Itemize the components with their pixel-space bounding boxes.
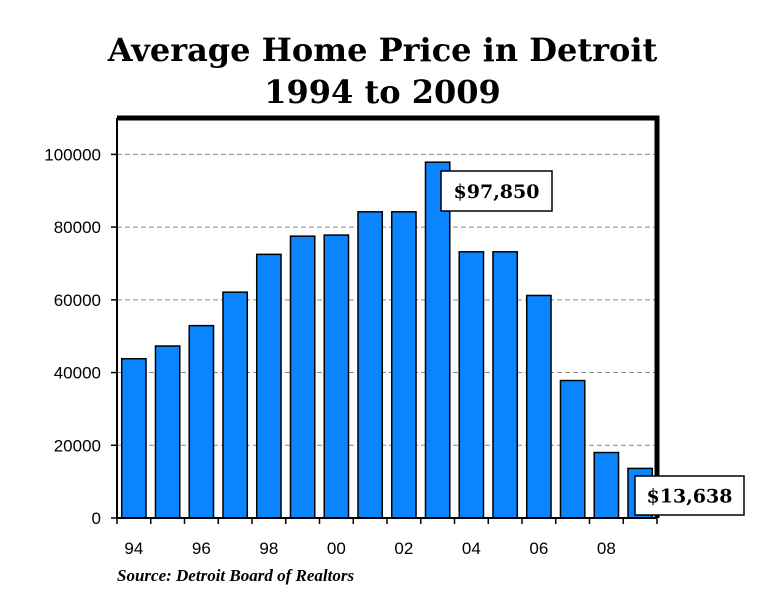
chart-title-line-1: Average Home Price in Detroit (107, 31, 658, 69)
bar (323, 234, 350, 519)
x-tick-label: 06 (529, 539, 548, 558)
bar (525, 294, 552, 519)
bar (492, 251, 519, 519)
source-note: Source: Detroit Board of Realtors (117, 566, 355, 585)
chart-title-line-2: 1994 to 2009 (264, 73, 501, 111)
bar (289, 235, 316, 519)
x-tick-label: 98 (259, 539, 278, 558)
bar (390, 211, 417, 519)
x-tick-label: 00 (327, 539, 346, 558)
x-tick-label: 04 (462, 539, 481, 558)
bar (559, 379, 586, 519)
y-tick-label: 100000 (44, 145, 101, 164)
bar (255, 253, 282, 519)
y-tick-label: 20000 (54, 436, 101, 455)
x-tick-label: 08 (597, 539, 616, 558)
y-tick-label: 80000 (54, 218, 101, 237)
bar (593, 451, 620, 519)
bar (458, 251, 485, 519)
bar (424, 161, 451, 519)
y-tick-label: 0 (92, 509, 101, 528)
y-tick-label: 60000 (54, 291, 101, 310)
y-tick-label: 40000 (54, 364, 101, 383)
data-label-box (634, 475, 745, 516)
bar (188, 324, 215, 519)
data-label: $97,850 (454, 181, 540, 203)
bar (222, 291, 249, 519)
bar (357, 211, 384, 519)
bar (154, 345, 181, 519)
x-tick-label: 96 (192, 539, 211, 558)
data-label: $13,638 (647, 486, 733, 508)
bar (120, 357, 147, 519)
x-tick-label: 02 (394, 539, 413, 558)
x-tick-label: 94 (124, 539, 143, 558)
data-label-box (440, 170, 553, 212)
